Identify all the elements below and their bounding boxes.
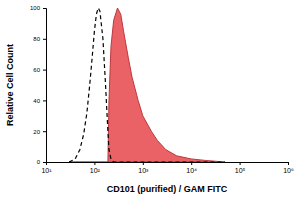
series-line: [69, 8, 225, 162]
x-tick: 10³: [138, 162, 149, 174]
chart: 10¹ 10² 10³ 10⁴ 10⁵ 10⁶ 0 20 40 60 80 100 CD101 (pur…: [0, 0, 300, 200]
y-tick-mark: [43, 8, 46, 9]
x-axis-title: CD101 (purified) / GAM FITC: [107, 184, 228, 194]
y-tick-label: 20: [33, 129, 40, 135]
y-tick-mark: [43, 162, 46, 163]
y-tick: 60: [33, 67, 46, 73]
y-tick-mark: [43, 70, 46, 71]
x-axis-line: [47, 163, 289, 166]
y-tick: 20: [33, 129, 46, 135]
y-tick-label: 100: [30, 5, 41, 11]
y-tick: 100: [30, 5, 46, 11]
x-tick-mark: [288, 162, 289, 165]
x-tick-mark: [94, 162, 95, 165]
x-tick-mark: [240, 162, 241, 165]
y-tick-label: 40: [33, 98, 40, 104]
y-tick-label: 60: [33, 67, 40, 73]
x-tick: 10¹: [41, 162, 52, 174]
y-axis: 0 20 40 60 80 100: [30, 5, 47, 165]
x-tick-label: 10¹: [41, 167, 52, 174]
y-tick: 80: [33, 36, 46, 42]
series-area: [69, 8, 225, 162]
x-tick-label: 10⁵: [235, 167, 246, 174]
y-tick-mark: [43, 39, 46, 40]
x-tick-label: 10⁴: [186, 167, 197, 174]
x-tick-label: 10²: [90, 167, 101, 174]
x-tick: 10⁴: [186, 162, 197, 174]
y-tick-mark: [43, 131, 46, 132]
plot: 10¹ 10² 10³ 10⁴ 10⁵ 10⁶ 0 20 40 60 80 100: [30, 5, 294, 174]
y-tick-label: 0: [37, 159, 41, 165]
y-tick-label: 80: [33, 36, 40, 42]
x-tick-label: 10⁶: [283, 167, 294, 174]
y-tick: 40: [33, 98, 46, 104]
x-tick: 10²: [90, 162, 101, 174]
marks: [69, 8, 225, 162]
y-tick: 0: [37, 159, 46, 165]
x-axis: 10¹ 10² 10³ 10⁴ 10⁵ 10⁶: [41, 162, 294, 174]
y-axis-title: Relative Cell Count: [5, 44, 15, 126]
x-tick-label: 10³: [138, 167, 149, 174]
x-tick: 10⁵: [235, 162, 246, 174]
x-tick-mark: [191, 162, 192, 165]
x-tick-mark: [143, 162, 144, 165]
y-tick-mark: [43, 100, 46, 101]
y-axis-line: [43, 9, 47, 163]
x-tick: 10⁶: [283, 162, 294, 174]
